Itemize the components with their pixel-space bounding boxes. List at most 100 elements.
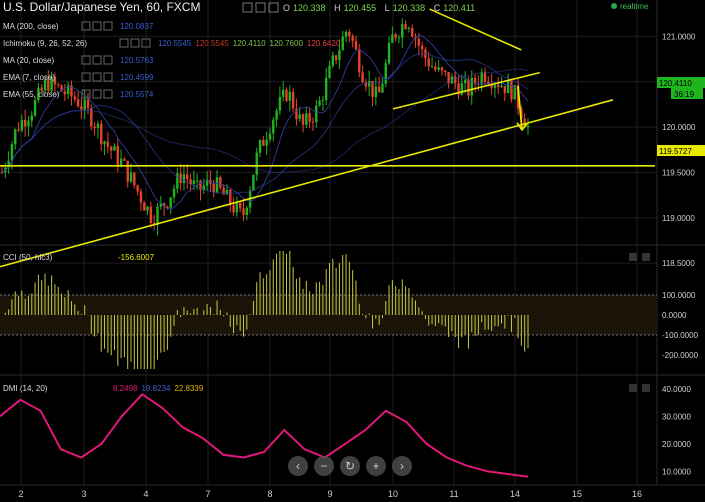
candle-body [311,121,315,123]
zoom-in-button[interactable]: + [366,456,386,476]
level-price-badge: 119.5727 [657,145,705,156]
candle-body [133,172,136,186]
time-tick-label: 9 [327,489,332,499]
candle-body [523,118,526,128]
candle-body [315,105,318,122]
chart-header: U.S. Dollar/Japanese Yen, 60, FXCM O 120.… [3,0,649,14]
candle-body [30,115,33,121]
indicator-value: 120.6420 [307,39,341,48]
candle-body [195,180,199,182]
indicator-value: 120.5545 [195,39,229,48]
time-axis[interactable]: 2 3 4 7 8 9 10 11 14 15 16 [18,489,642,499]
candle-body [361,72,364,83]
scroll-right-icon: › [400,459,404,473]
indicator-value: 120.7600 [270,39,304,48]
cci-value: -156.6007 [118,253,155,262]
trendlines[interactable] [0,8,655,268]
indicator-name[interactable]: MA (20, close) [3,56,54,65]
candle-body [470,77,473,96]
dmi-tick-label: 40.0000 [662,385,691,394]
candle-body [20,120,24,131]
zoom-in-icon: + [372,459,379,473]
price-tick-label: 119.5000 [662,168,695,177]
candle-body [497,84,500,88]
candle-body [490,84,493,88]
candle-body [454,76,457,84]
zoom-out-button[interactable]: − [314,456,334,476]
symbol-title[interactable]: U.S. Dollar/Japanese Yen, 60, FXCM [3,0,200,14]
candle-body [238,202,242,209]
time-tick-label: 14 [510,489,520,499]
indicator-values: 120.5545 120.5545 120.4110 120.7600 120.6420 [158,39,341,48]
indicator-control-icon [81,21,91,31]
time-tick-label: 16 [632,489,642,499]
nav-button-bg [366,456,386,476]
price-tick-label: 119.0000 [662,214,695,223]
candle-body [116,146,119,165]
candle-body [358,49,361,73]
candle-body [235,202,239,213]
candle-body [215,177,219,193]
scroll-right-button[interactable]: › [392,456,412,476]
candle-body [407,27,411,29]
candle-body [37,87,40,100]
moving-average-line [1,68,529,173]
nav-button-bg [340,456,360,476]
nav-button-bg [288,456,308,476]
candle-body [288,91,292,101]
zoom-out-icon: − [320,459,327,473]
indicator-value: 120.5763 [120,56,154,65]
indicator-control-icon [92,55,102,65]
candle-body [232,205,235,213]
candle-body [182,174,186,184]
candle-body [344,31,348,37]
indicator-value: 120.5545 [158,39,192,48]
header-icons[interactable] [242,2,279,13]
candle-body [510,80,513,100]
dmi-tick-label: 10.0000 [662,467,691,476]
candle-body [444,70,447,72]
indicator-control-icon [81,72,91,82]
indicator-name[interactable]: EMA (7, close) [3,73,55,82]
candle-body [189,179,192,185]
candle-body [222,187,225,195]
candle-body [374,86,378,98]
cci-title[interactable]: CCI (50, hlc3) [3,253,53,262]
panel-up-icon[interactable] [629,384,637,392]
panel-close-icon[interactable] [642,384,650,392]
candle-body [143,202,146,211]
candle-body [513,85,516,100]
candle-body [483,72,487,83]
indicator-control-icon [119,38,129,48]
indicator-name[interactable]: EMA (55, close) [3,90,60,99]
panel-up-icon[interactable] [629,253,637,261]
candle-body [334,55,338,61]
time-tick-label: 8 [267,489,272,499]
dmi-title[interactable]: DMI (14, 20) [3,384,48,393]
candle-body [96,123,100,129]
candle-body [172,188,176,198]
candle-body [70,85,73,97]
candle-body [76,99,80,107]
indicator-legend: MA (200, close) 120.0837 Ichimoku (9, 26, … [3,21,341,99]
candle-body [328,65,331,78]
indicator-name[interactable]: MA (200, close) [3,22,59,31]
candle-body [298,114,301,120]
scroll-left-button[interactable]: ‹ [288,456,308,476]
panel-close-icon[interactable] [642,253,650,261]
price-tick-label: 120.0000 [662,123,696,132]
indicator-control-icon [103,55,113,65]
dmi-header: DMI (14, 20) 8.2498 19.8234 22.8339 [3,384,650,393]
candle-body [381,83,384,93]
price-axis[interactable]: 121.0000120.5000120.0000119.5000119.0000… [662,32,699,476]
candle-body [487,82,490,85]
reset-button[interactable]: ↻ [340,456,360,476]
candle-body [166,206,169,208]
indicator-control-icon [92,72,102,82]
candle-body [162,203,166,207]
candle-body [169,197,172,208]
trendline [429,8,522,51]
candle-body [146,206,149,211]
cci-histogram [4,251,529,369]
indicator-name[interactable]: Ichimoku (9, 26, 52, 26) [3,39,87,48]
